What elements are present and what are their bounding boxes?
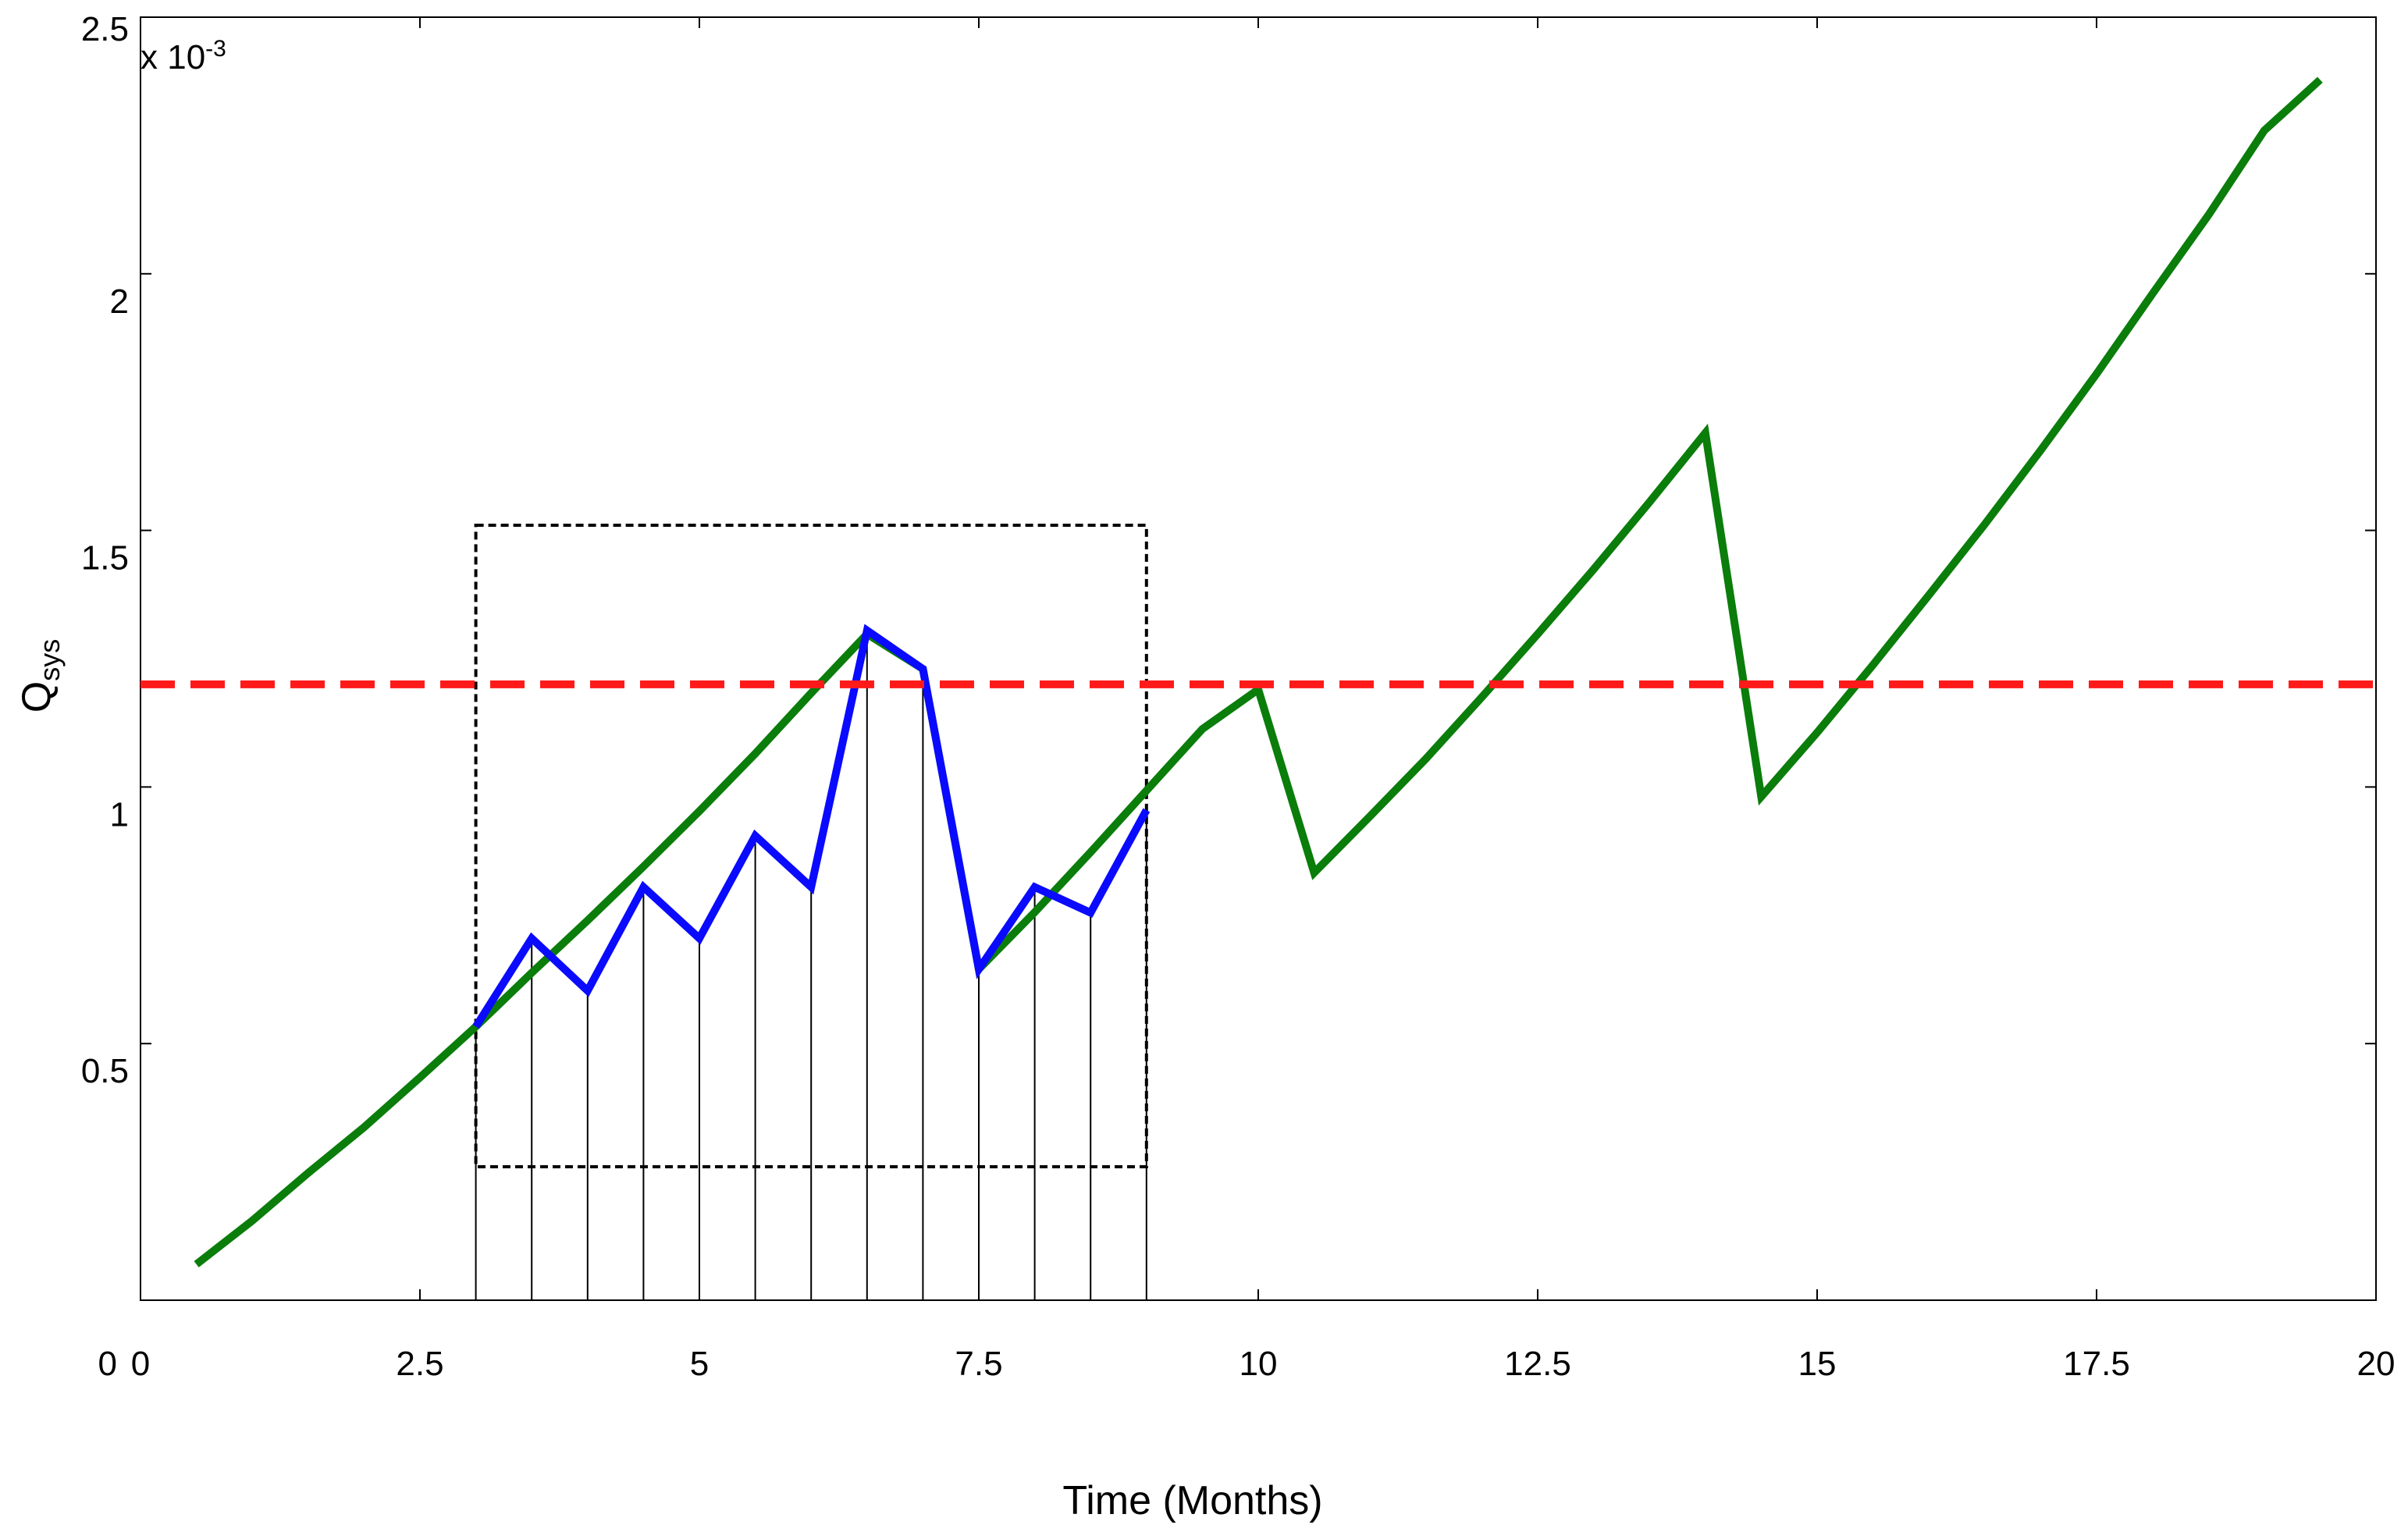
y-tick-label-3: 1.5 xyxy=(81,539,129,578)
zoom-box-rect xyxy=(474,524,1148,1169)
y-axis-title: Qsys xyxy=(14,639,66,713)
x-tick-label-3: 7.5 xyxy=(955,1345,1002,1383)
x-tick-label-2: 5 xyxy=(690,1345,709,1383)
x-axis-title: Time (Months) xyxy=(1062,1478,1322,1523)
series-group xyxy=(140,76,2376,1267)
x-tick-label-1: 2.5 xyxy=(396,1345,443,1383)
plot-area xyxy=(140,16,2377,1301)
series-line-1 xyxy=(472,624,1151,1029)
x-tick-label-7: 17.5 xyxy=(2063,1345,2130,1383)
x-tick-label-8: 20 xyxy=(2357,1345,2396,1383)
tick-labels-group: 0 2.5 5 7.5 10 12.5 15 17.5 20 0 0.5 1 1.5 2 2.5 xyxy=(81,10,2396,1383)
zoom-box xyxy=(474,524,1148,1169)
y-tick-label-1: 0.5 xyxy=(81,1052,129,1090)
x-tick-label-4: 10 xyxy=(1240,1345,1278,1383)
y-tick-label-2: 1 xyxy=(110,795,129,834)
y-exponent-label: x 10-3 xyxy=(140,36,226,76)
y-tick-label-4: 2 xyxy=(110,283,129,321)
y-tick-label-5: 2.5 xyxy=(81,10,129,48)
x-tick-label-5: 12.5 xyxy=(1504,1345,1571,1383)
x-tick-label-6: 15 xyxy=(1798,1345,1837,1383)
y-tick-label-0: 0 xyxy=(98,1345,117,1383)
ticks-group xyxy=(140,16,2377,1301)
x-tick-label-0: 0 xyxy=(131,1345,150,1383)
